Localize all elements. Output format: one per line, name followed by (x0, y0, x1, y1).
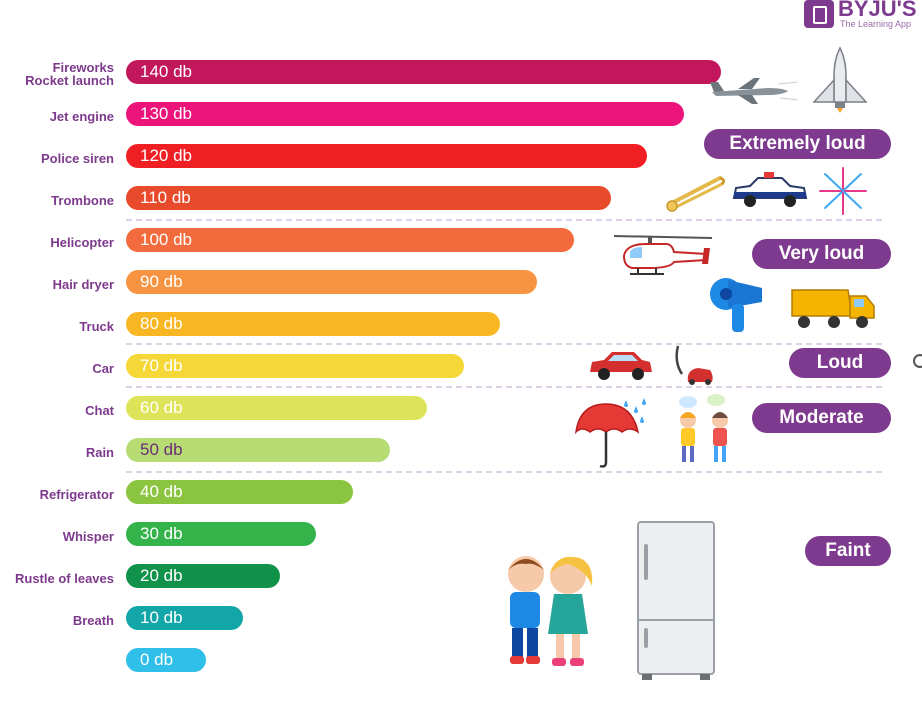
decibel-value-label: 40 db (140, 482, 183, 501)
source-label: Trombone (51, 192, 114, 208)
decibel-bar: 130 db (126, 102, 685, 126)
fireworks-icon (819, 167, 867, 215)
brand-name: BYJU'S (838, 0, 917, 21)
decibel-bar: 80 db (126, 312, 501, 336)
decibel-value-label: 130 db (140, 104, 192, 123)
police-car-icon (732, 172, 808, 207)
decibel-bar: 10 db (126, 606, 243, 630)
vacuum-cleaner-icon (675, 345, 713, 385)
decibel-bar: 90 db (126, 270, 538, 294)
helicopter-icon (613, 235, 713, 275)
decibel-bar: 110 db (126, 186, 611, 210)
decibel-value-label: 20 db (140, 566, 183, 585)
decibel-value-label: 120 db (140, 146, 192, 165)
source-label: Whisper (62, 528, 114, 544)
source-label: Helicopter (50, 234, 114, 250)
level-badge-extremely-loud: Extremely loud (704, 129, 891, 159)
decibel-bar: 40 db (126, 480, 354, 504)
edge-circle-icon (913, 354, 922, 368)
decibel-value-label: 30 db (140, 524, 183, 543)
level-divider (126, 343, 882, 345)
truck-icon (791, 289, 875, 328)
brand-mark-icon (804, 0, 834, 28)
decibel-value-label: 70 db (140, 356, 183, 375)
level-divider (126, 219, 882, 221)
decibel-bar: 50 db (126, 438, 390, 462)
level-badge-faint: Faint (805, 536, 891, 566)
decibel-bar: 120 db (126, 144, 648, 168)
brand-tagline: The Learning App (840, 19, 912, 29)
source-label: Fireworks Rocket launch (25, 60, 114, 88)
level-badge-loud: Loud (789, 348, 891, 378)
decibel-bar: 0 db (126, 648, 206, 672)
decibel-bar: 140 db (126, 60, 721, 84)
source-label: Rain (85, 444, 114, 460)
decibel-value-label: 90 db (140, 272, 183, 291)
decibel-value-label: 100 db (140, 230, 192, 249)
chatting-kids-icon (679, 394, 728, 462)
source-label: Truck (79, 318, 114, 334)
decibel-value-label: 60 db (140, 398, 183, 417)
level-divider (126, 386, 882, 388)
refrigerator-icon (637, 521, 715, 680)
decibel-value-label: 80 db (140, 314, 183, 333)
source-label: Police siren (41, 150, 114, 166)
decibel-value-label: 140 db (140, 62, 192, 81)
decibel-bar: 100 db (126, 228, 574, 252)
decibel-value-label: 50 db (140, 440, 183, 459)
whispering-kids-icon (508, 556, 593, 666)
decibel-value-label: 0 db (140, 650, 174, 669)
space-shuttle-icon (812, 46, 868, 113)
decibel-bar: 20 db (126, 564, 280, 588)
decibel-bar: 30 db (126, 522, 317, 546)
decibel-bar: 60 db (126, 396, 427, 420)
brand-logo: BYJU'S The Learning App (804, 0, 922, 32)
umbrella-rain-icon (574, 398, 646, 468)
car-icon (590, 352, 652, 380)
decibel-value-label: 10 db (140, 608, 183, 627)
decibel-value-label: 110 db (140, 188, 191, 207)
source-label: Chat (85, 402, 114, 418)
level-badge-very-loud: Very loud (752, 239, 891, 269)
trombone-icon (666, 176, 726, 212)
level-badge-moderate: Moderate (752, 403, 891, 433)
source-label: Hair dryer (52, 276, 114, 292)
decibel-bar: 70 db (126, 354, 464, 378)
source-label: Refrigerator (39, 486, 114, 502)
jet-plane-icon (710, 78, 799, 104)
source-label: Rustle of leaves (15, 570, 114, 586)
hair-dryer-icon (710, 278, 762, 332)
source-label: Car (92, 360, 114, 376)
source-label: Breath (72, 612, 114, 628)
source-label: Jet engine (49, 108, 114, 124)
level-divider (126, 471, 882, 473)
